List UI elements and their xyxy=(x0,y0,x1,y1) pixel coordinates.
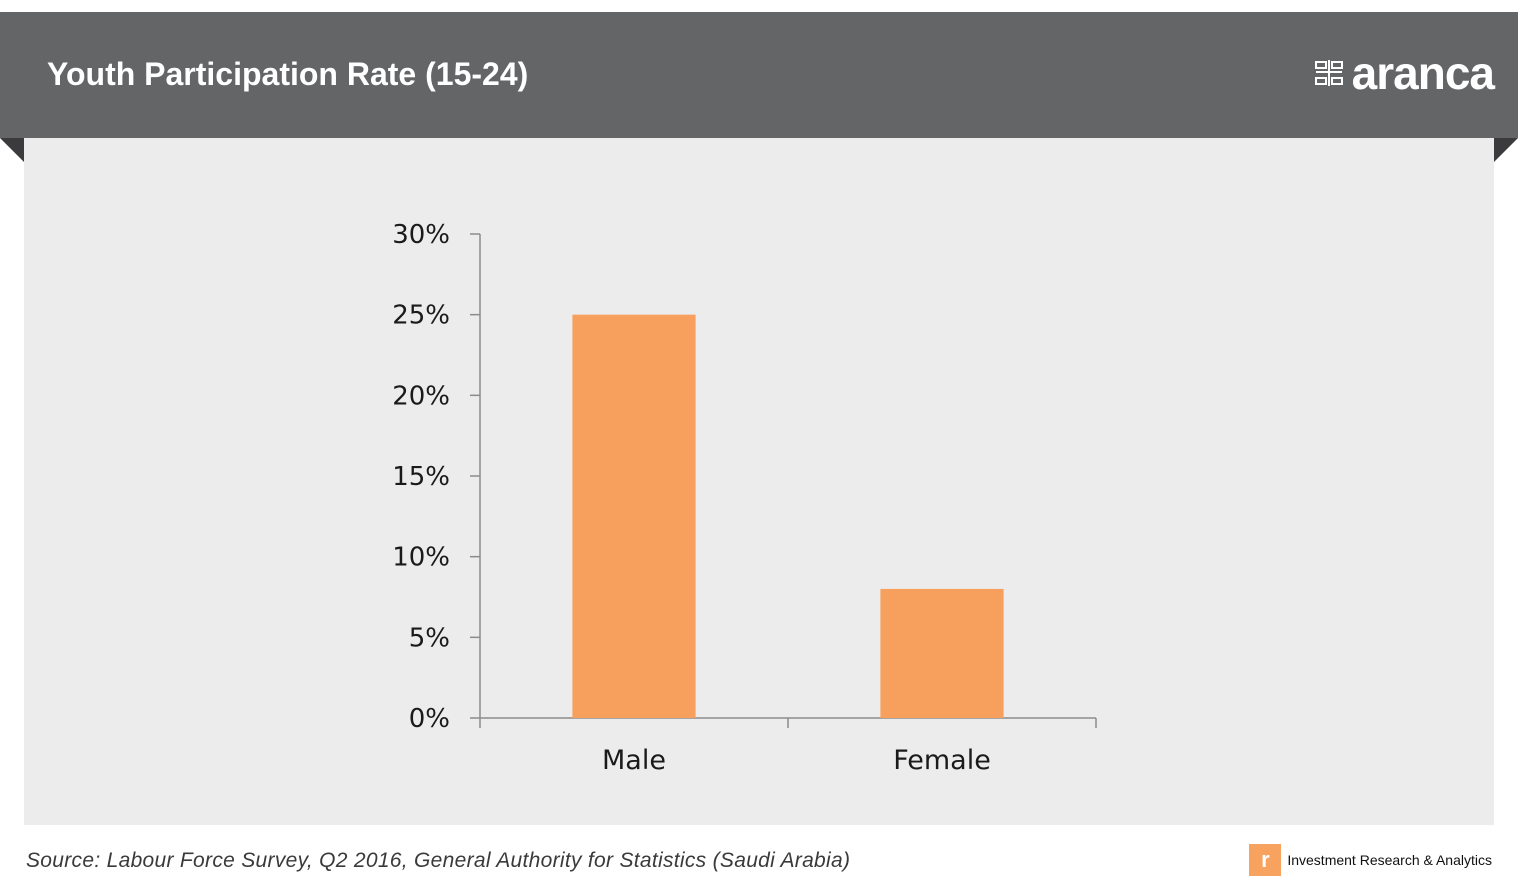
title-banner xyxy=(0,12,1518,138)
banner-fold-right xyxy=(1494,138,1518,162)
y-tick-label: 5% xyxy=(409,623,450,653)
brand-name: aranca xyxy=(1351,47,1495,99)
x-category-label: Male xyxy=(602,745,666,776)
y-tick-label: 15% xyxy=(392,462,450,492)
y-tick-label: 10% xyxy=(392,543,450,573)
footer-brand: r Investment Research & Analytics xyxy=(1249,844,1492,876)
y-tick-label: 0% xyxy=(409,704,450,734)
banner-fold-left xyxy=(0,138,24,162)
page-title: Youth Participation Rate (15-24) xyxy=(47,56,529,92)
y-tick-label: 25% xyxy=(392,301,450,331)
y-tick-label: 20% xyxy=(392,381,450,411)
bar xyxy=(572,314,696,718)
tagline: Investment Research & Analytics xyxy=(1287,852,1492,868)
chart-panel xyxy=(24,138,1494,825)
x-category-label: Female xyxy=(893,745,991,776)
aranca-logo-icon xyxy=(1314,60,1343,86)
aranca-badge-icon: r xyxy=(1249,844,1282,876)
y-tick-label: 30% xyxy=(392,220,450,250)
brand-logo: aranca xyxy=(1314,47,1495,99)
source-note: Source: Labour Force Survey, Q2 2016, Ge… xyxy=(26,849,851,872)
bar xyxy=(880,588,1004,718)
